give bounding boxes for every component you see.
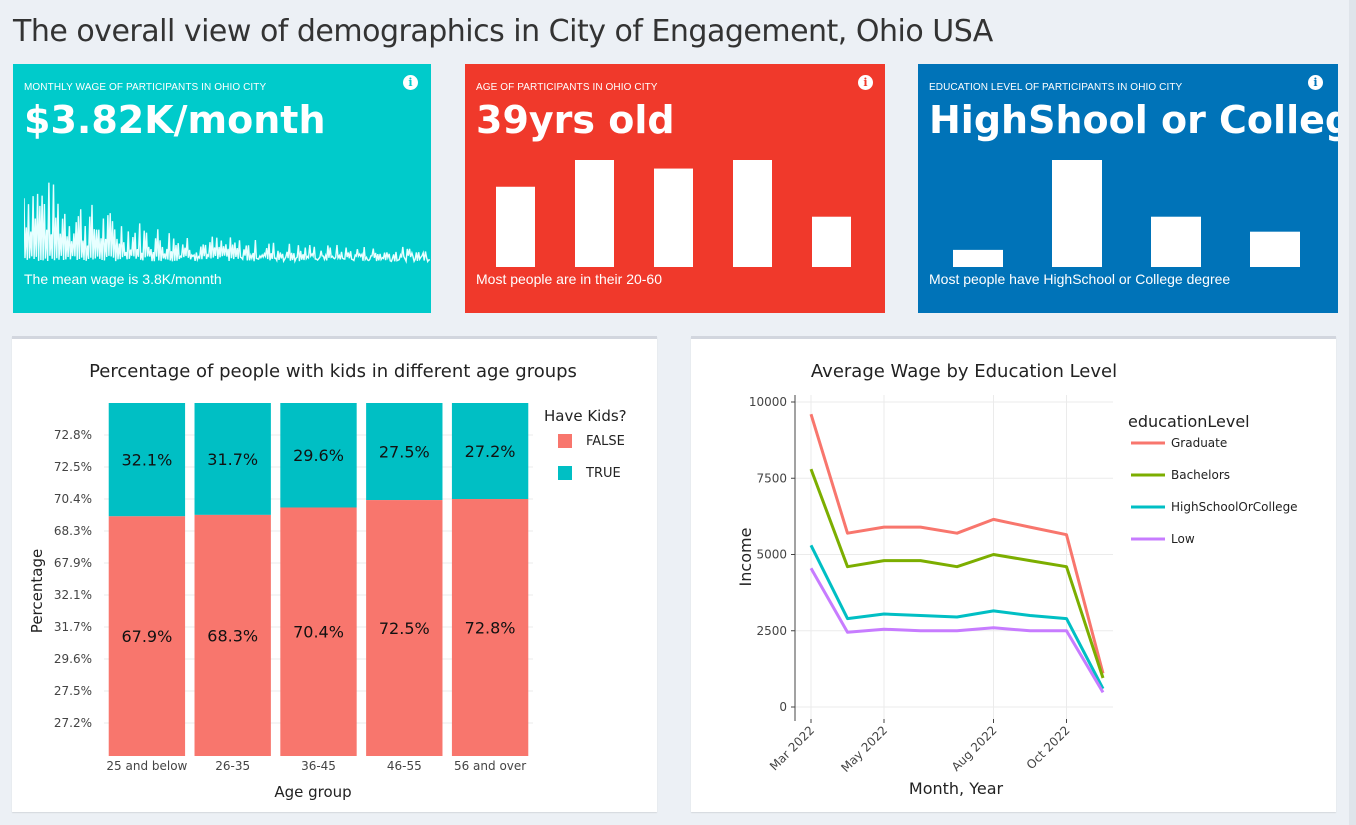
wage-legend-label: Bachelors xyxy=(1171,468,1230,482)
wage-x-tick-label: May 2022 xyxy=(838,723,890,775)
age-spark-bar xyxy=(812,216,851,267)
page-title: The overall view of demographics in City… xyxy=(13,14,993,49)
wage-y-axis-label: Income xyxy=(736,528,755,587)
kids-data-label-true: 31.7% xyxy=(207,450,258,469)
kids-y-tick-label: 27.2% xyxy=(54,716,92,730)
education-spark-bar xyxy=(953,249,1003,267)
kids-bar-true xyxy=(108,403,186,517)
kids-data-label-true: 29.6% xyxy=(293,446,344,465)
age-spark-bar xyxy=(733,160,772,267)
education-subtitle: EDUCATION LEVEL OF PARTICIPANTS IN OHIO … xyxy=(929,82,1183,93)
education-note: Most people have HighSchool or College d… xyxy=(929,271,1231,287)
kids-legend-title: Have Kids? xyxy=(544,407,627,425)
kids-bar-false xyxy=(280,507,357,756)
education-sparkline xyxy=(953,160,1300,267)
age-value-box: AGE OF PARTICIPANTS IN OHIO CITY 39yrs o… xyxy=(465,64,885,313)
age-sparkline xyxy=(496,160,851,267)
wage-sparkline xyxy=(24,182,430,265)
kids-chart-title: Percentage of people with kids in differ… xyxy=(89,361,577,382)
kids-y-tick-label: 31.7% xyxy=(54,620,92,634)
kids-y-tick-label: 32.1% xyxy=(54,588,92,602)
kids-x-tick-label: 56 and over xyxy=(454,759,526,773)
age-value: 39yrs old xyxy=(476,98,675,142)
age-spark-bar xyxy=(654,168,693,267)
kids-y-tick-label: 67.9% xyxy=(54,556,92,570)
kids-data-label-false: 70.4% xyxy=(293,623,344,642)
wage-legend-title: educationLevel xyxy=(1128,412,1250,431)
wage-legend-label: HighSchoolOrCollege xyxy=(1171,500,1298,514)
kids-data-label-false: 67.9% xyxy=(121,627,172,646)
kids-legend-label: FALSE xyxy=(586,434,625,449)
kids-data-label-true: 27.2% xyxy=(465,442,516,461)
wage-subtitle: MONTHLY WAGE OF PARTICIPANTS IN OHIO CIT… xyxy=(24,82,267,93)
info-circle-icon[interactable]: i xyxy=(858,75,873,90)
education-spark-bar xyxy=(1250,231,1300,267)
wage-y-tick-label: 2500 xyxy=(756,624,787,638)
kids-legend-swatch xyxy=(558,434,572,448)
age-spark-bar xyxy=(575,160,614,267)
kids-y-tick-label: 72.8% xyxy=(54,428,92,442)
wage-x-axis-label: Month, Year xyxy=(909,779,1004,798)
page-scrollbar[interactable] xyxy=(1349,0,1356,825)
kids-legend-label: TRUE xyxy=(585,466,621,481)
wage-series-line xyxy=(809,567,1105,694)
kids-bar-false xyxy=(366,500,443,756)
wage-series-line xyxy=(809,544,1105,690)
kids-data-label-false: 72.5% xyxy=(379,619,430,638)
kids-y-tick-label: 29.6% xyxy=(54,652,92,666)
age-subtitle: AGE OF PARTICIPANTS IN OHIO CITY xyxy=(476,82,658,93)
education-spark-bar xyxy=(1052,160,1102,267)
kids-legend-swatch xyxy=(558,466,572,480)
kids-x-axis-label: Age group xyxy=(274,783,351,801)
kids-bar-true xyxy=(194,403,271,515)
kids-bar-false xyxy=(451,499,529,756)
kids-stacked-bar-chart[interactable]: Percentage of people with kids in differ… xyxy=(12,339,657,812)
kids-data-label-true: 32.1% xyxy=(121,451,172,470)
kids-y-tick-label: 27.5% xyxy=(54,684,92,698)
wage-y-tick-label: 0 xyxy=(779,700,787,714)
kids-y-tick-label: 72.5% xyxy=(54,460,92,474)
kids-bar-true xyxy=(366,403,443,501)
wage-x-tick-label: Oct 2022 xyxy=(1024,723,1073,772)
education-spark-bar xyxy=(1151,216,1201,267)
kids-x-tick-label: 26-35 xyxy=(215,759,250,773)
wage-note: The mean wage is 3.8K/monnth xyxy=(24,271,222,287)
kids-bar-false xyxy=(194,514,271,756)
wage-y-tick-label: 10000 xyxy=(749,395,787,409)
kids-chart-panel: Percentage of people with kids in differ… xyxy=(12,336,657,812)
kids-bar-false xyxy=(108,516,186,756)
wage-chart-panel: Average Wage by Education Level 0 2500 5000… xyxy=(691,336,1336,812)
wage-line-chart[interactable]: Average Wage by Education Level 0 2500 5000… xyxy=(691,339,1336,812)
wage-value: $3.82K/month xyxy=(24,98,326,142)
kids-data-label-false: 72.8% xyxy=(465,619,516,638)
kids-x-tick-label: 36-45 xyxy=(301,759,336,773)
info-circle-icon[interactable]: i xyxy=(403,75,418,90)
kids-data-label-false: 68.3% xyxy=(207,626,258,645)
info-circle-icon[interactable]: i xyxy=(1308,75,1323,90)
wage-x-tick-label: Aug 2022 xyxy=(949,723,1000,774)
kids-y-tick-label: 68.3% xyxy=(54,524,92,538)
kids-y-tick-label: 70.4% xyxy=(54,492,92,506)
wage-chart-title: Average Wage by Education Level xyxy=(811,361,1117,382)
kids-bar-true xyxy=(280,403,357,508)
kids-bar-true xyxy=(451,403,529,500)
wage-value-box: MONTHLY WAGE OF PARTICIPANTS IN OHIO CIT… xyxy=(13,64,431,313)
education-value-box: EDUCATION LEVEL OF PARTICIPANTS IN OHIO … xyxy=(918,64,1338,313)
wage-y-tick-label: 7500 xyxy=(756,471,787,485)
wage-legend-label: Graduate xyxy=(1171,436,1227,450)
wage-x-tick-label: Mar 2022 xyxy=(767,723,817,773)
age-spark-bar xyxy=(496,186,535,267)
age-note: Most people are in their 20-60 xyxy=(476,271,662,287)
wage-y-tick-label: 5000 xyxy=(756,548,787,562)
wage-series-line xyxy=(809,468,1105,679)
kids-y-axis-label: Percentage xyxy=(28,549,46,633)
kids-data-label-true: 27.5% xyxy=(379,443,430,462)
wage-spark-line xyxy=(24,182,430,265)
education-value: HighShool or College D xyxy=(929,98,1338,142)
kids-x-tick-label: 46-55 xyxy=(387,759,422,773)
wage-series-line xyxy=(809,413,1105,674)
wage-legend-label: Low xyxy=(1171,532,1195,546)
kids-x-tick-label: 25 and below xyxy=(106,759,187,773)
